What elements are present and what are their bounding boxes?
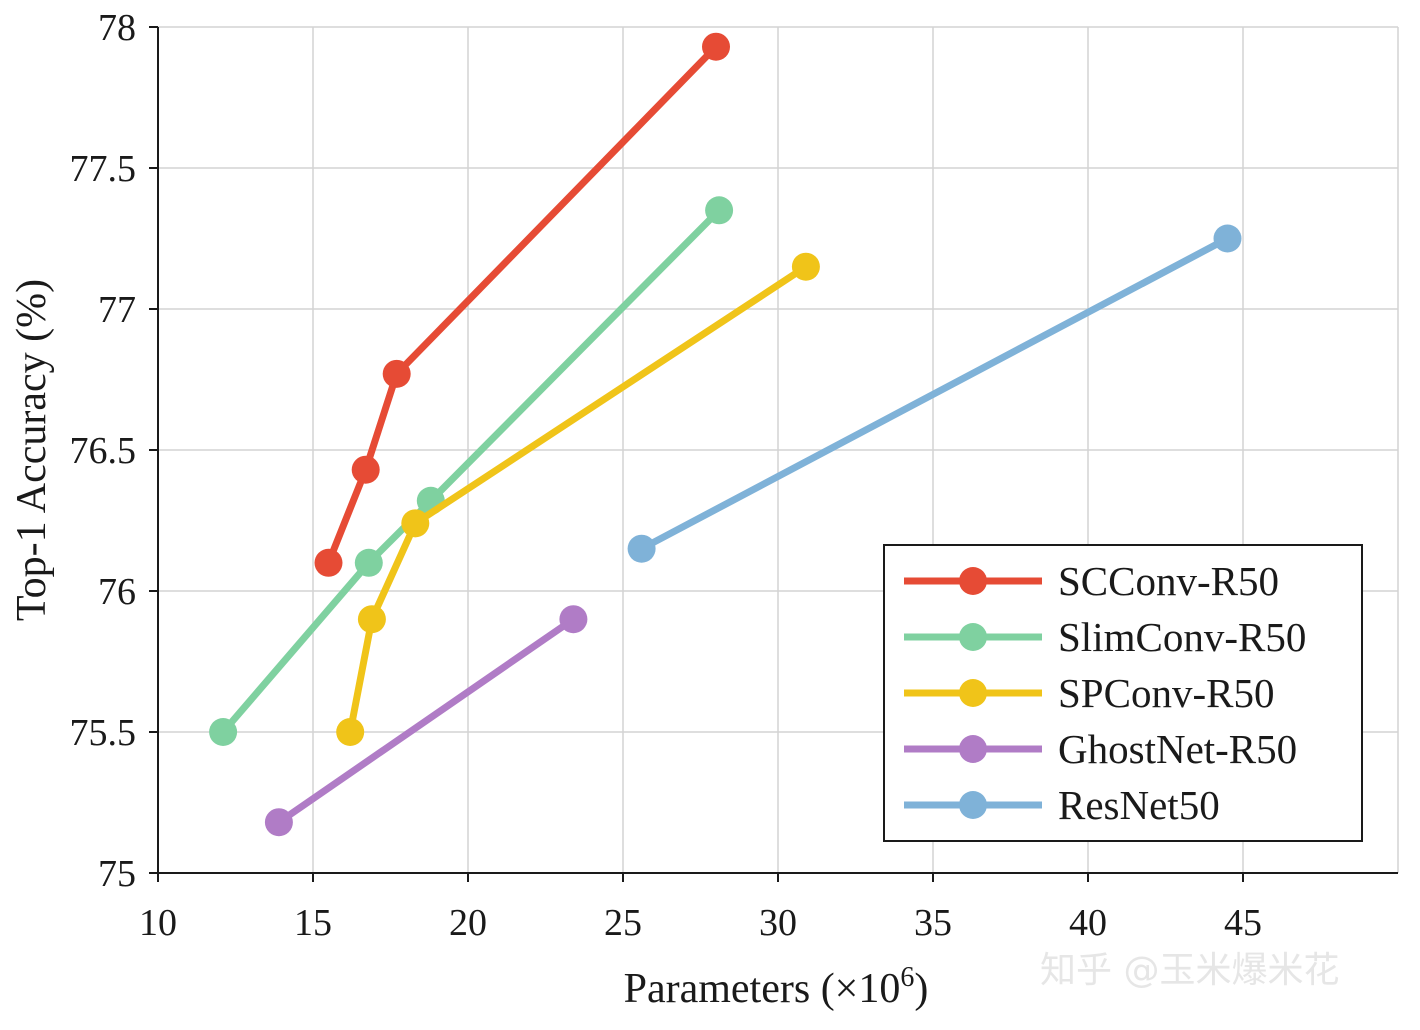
legend-label: SlimConv-R50 — [1058, 614, 1306, 660]
legend-item: ResNet50 — [904, 782, 1220, 828]
series-layer — [209, 32, 1242, 837]
legend-label: ResNet50 — [1058, 782, 1220, 828]
grid — [158, 26, 1399, 873]
data-point — [314, 548, 343, 577]
series-line — [325, 43, 720, 567]
data-point — [791, 252, 820, 281]
data-point — [559, 605, 588, 634]
y-tick-label: 76 — [98, 571, 136, 613]
data-point — [705, 196, 734, 225]
data-point — [702, 32, 730, 61]
data-point — [627, 534, 656, 563]
series-slimconv-r50 — [209, 196, 734, 746]
y-axis-title: Top-1 Accuracy (%) — [9, 279, 55, 621]
y-tick-label: 75.5 — [70, 712, 137, 754]
x-ticks: 10 15 20 25 30 35 40 45 — [139, 873, 1262, 944]
legend: SCConv-R50 SlimConv-R50 SPConv-R50 GhostNet… — [883, 544, 1363, 842]
series-resnet50 — [627, 224, 1242, 563]
y-tick-label: 77.5 — [70, 148, 137, 190]
x-axis-title-close: ) — [914, 966, 928, 1012]
legend-item: SlimConv-R50 — [904, 614, 1306, 660]
x-tick-label: 10 — [139, 902, 177, 944]
x-tick-label: 25 — [604, 902, 642, 944]
x-tick-label: 20 — [449, 902, 487, 944]
y-ticks: 75 75.5 76 76.5 77 77.5 78 — [70, 7, 158, 895]
x-tick-label: 35 — [914, 902, 952, 944]
legend-label: GhostNet-R50 — [1058, 726, 1297, 772]
legend-item: SPConv-R50 — [904, 670, 1274, 716]
data-point — [336, 718, 365, 746]
y-tick-label: 75 — [98, 853, 136, 895]
legend-label: SCConv-R50 — [1058, 558, 1279, 604]
x-tick-label: 45 — [1224, 902, 1262, 944]
data-point — [401, 509, 430, 538]
x-axis-title-exponent: 6 — [900, 962, 914, 993]
data-point — [209, 718, 238, 746]
legend-item: SCConv-R50 — [904, 558, 1279, 604]
y-tick-label: 78 — [98, 7, 136, 49]
x-tick-label: 15 — [294, 902, 332, 944]
data-point — [351, 455, 380, 484]
series-ghostnet-r50 — [264, 605, 588, 837]
legend-label: SPConv-R50 — [1058, 670, 1274, 716]
legend-marker — [959, 623, 987, 651]
data-point — [357, 605, 386, 634]
x-axis-title-text: Parameters (×10 — [624, 966, 901, 1012]
x-tick-label: 40 — [1069, 902, 1107, 944]
legend-marker — [959, 791, 987, 819]
data-point — [264, 808, 293, 837]
y-tick-label: 76.5 — [70, 430, 137, 472]
watermark: 知乎 @玉米爆米花 — [1040, 950, 1339, 991]
data-point — [1213, 224, 1242, 253]
series-line — [275, 615, 577, 826]
series-line — [346, 263, 810, 736]
data-point — [354, 548, 383, 577]
series-line — [219, 206, 723, 736]
legend-marker — [959, 567, 987, 595]
series-line — [638, 235, 1231, 553]
y-tick-label: 77 — [98, 289, 136, 331]
x-axis-title: Parameters (×106) — [624, 962, 929, 1012]
x-tick-label: 30 — [759, 902, 797, 944]
legend-marker — [959, 679, 987, 707]
legend-marker — [959, 735, 987, 763]
legend-item: GhostNet-R50 — [904, 726, 1297, 772]
data-point — [382, 359, 411, 388]
series-scconv-r50 — [314, 32, 730, 577]
series-spconv-r50 — [336, 252, 820, 746]
